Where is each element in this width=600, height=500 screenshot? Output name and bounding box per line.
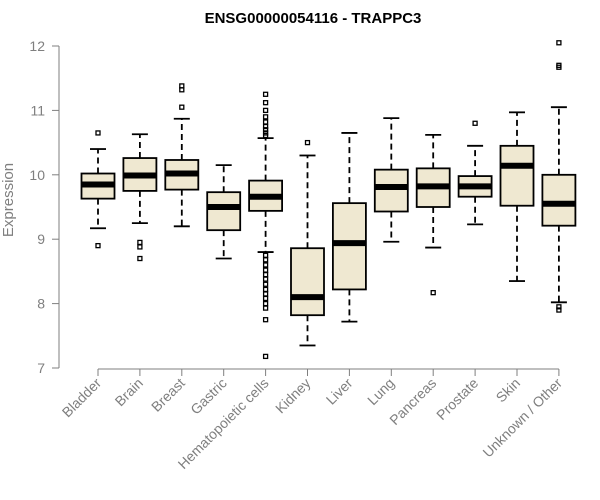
outlier-point: [262, 267, 269, 273]
outlier-point: [472, 120, 478, 126]
iqr-box: [499, 144, 535, 207]
outlier-point: [95, 242, 101, 249]
x-tick-label: Brain: [112, 375, 146, 409]
box-lung: [373, 117, 409, 243]
iqr-box: [331, 202, 367, 291]
y-tick-label: 9: [37, 231, 45, 247]
y-tick-label: 7: [37, 360, 45, 376]
x-tick-label: Bladder: [59, 375, 105, 421]
outlier-point: [262, 276, 269, 282]
x-tick-label: Prostate: [433, 375, 481, 423]
x-tick-label: Unknown / Other: [479, 375, 565, 461]
outlier-point: [262, 132, 269, 139]
x-tick-label: Kidney: [272, 375, 314, 417]
outlier-point: [556, 307, 562, 313]
boxes-group: [80, 40, 577, 360]
box-pancreas: [415, 133, 451, 296]
y-axis: 7 8 9 10 11 12: [29, 38, 60, 376]
outlier-point: [556, 304, 562, 310]
outlier-point: [262, 281, 269, 287]
box-brain: [122, 133, 158, 262]
outlier-point: [262, 305, 269, 311]
outlier-point: [262, 252, 269, 258]
y-tick-label: 12: [29, 38, 45, 54]
outlier-point: [95, 130, 101, 136]
box-unknown-other: [541, 40, 577, 313]
outlier-point: [137, 255, 143, 262]
outlier-point: [137, 239, 143, 246]
outlier-point: [304, 139, 311, 146]
outlier-point: [137, 244, 143, 250]
box-bladder: [80, 130, 116, 249]
box-gastric: [206, 164, 242, 260]
box-kidney: [290, 139, 325, 347]
outlier-point: [262, 300, 269, 307]
x-tick-label: Lung: [364, 375, 397, 408]
outlier-point: [556, 40, 562, 46]
chart-title: ENSG00000054116 - TRAPPC3: [205, 10, 422, 27]
outlier-point: [179, 104, 185, 110]
x-tick-label: Breast: [148, 375, 188, 415]
outlier-point: [262, 91, 269, 97]
x-tick-label: Pancreas: [386, 375, 439, 428]
x-tick-label: Liver: [323, 375, 356, 408]
outlier-point: [262, 123, 269, 130]
x-tick-label: Skin: [493, 375, 524, 406]
outlier-point: [262, 286, 269, 293]
outlier-point: [262, 119, 269, 125]
outlier-point: [262, 291, 269, 297]
outlier-point: [262, 271, 269, 278]
box-prostate: [457, 120, 493, 226]
y-tick-label: 8: [37, 296, 45, 312]
outlier-point: [262, 257, 269, 263]
outlier-point: [262, 317, 269, 323]
box-hematopoietic-cells: [248, 91, 284, 360]
iqr-box: [541, 173, 577, 227]
iqr-box: [206, 191, 242, 232]
outlier-point: [262, 114, 269, 120]
outlier-point: [262, 107, 269, 114]
box-skin: [499, 111, 535, 282]
outlier-point: [262, 353, 269, 360]
iqr-box: [373, 168, 409, 213]
outlier-point: [430, 290, 436, 296]
y-tick-label: 11: [30, 102, 45, 118]
outlier-point: [556, 64, 562, 70]
y-tick-label: 10: [29, 167, 45, 183]
outlier-point: [262, 295, 269, 302]
y-axis-label: Expression: [0, 163, 17, 237]
box-breast: [164, 83, 200, 228]
outlier-point: [262, 262, 269, 268]
iqr-box: [290, 247, 325, 317]
outlier-point: [179, 87, 185, 93]
box-liver: [331, 132, 367, 323]
outlier-point: [262, 100, 269, 106]
outlier-point: [262, 127, 269, 133]
